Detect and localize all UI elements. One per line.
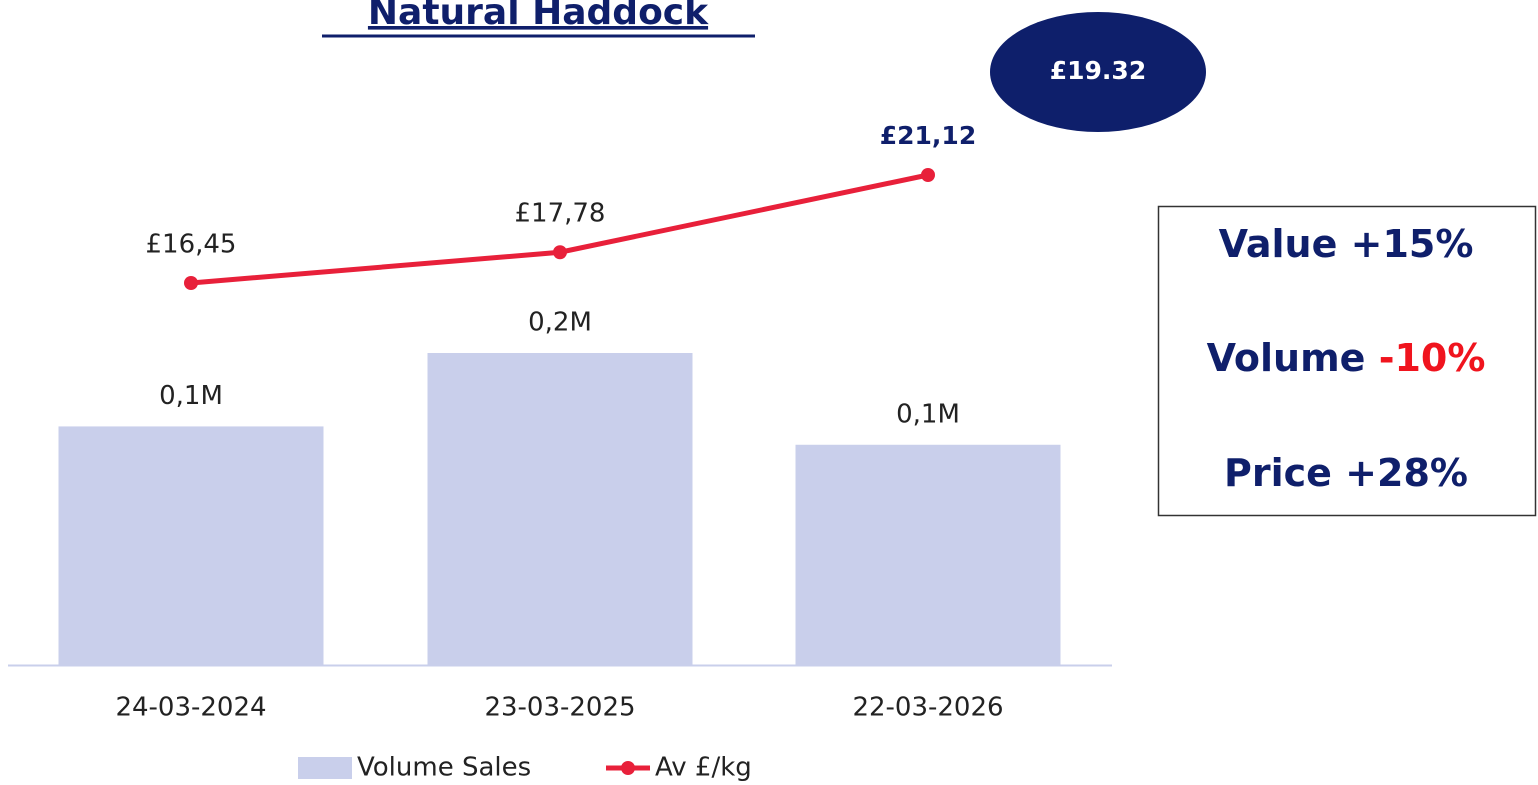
- line-point: [184, 276, 198, 290]
- line: [190, 172, 929, 286]
- kpi-label: Value: [1219, 222, 1338, 266]
- bar-value-label: 0,2M: [528, 308, 592, 338]
- annotation-bubble: [990, 12, 1206, 132]
- legend-label: Volume Sales: [357, 753, 531, 783]
- chart-title: Natural Haddock: [368, 0, 709, 33]
- kpi-label: Price: [1224, 451, 1332, 495]
- bar: [795, 444, 1061, 665]
- legend-swatch: [298, 757, 352, 779]
- line-point: [553, 245, 567, 260]
- kpi: Price +28%: [1224, 451, 1468, 495]
- line-point: [921, 168, 935, 182]
- x-tick-label: 23-03-2025: [484, 693, 635, 723]
- line-value-label: £17,78: [515, 199, 606, 229]
- line-value-label: £16,45: [146, 230, 237, 260]
- bar-value-label: 0,1M: [896, 399, 960, 429]
- kpi: Value +15%: [1219, 222, 1474, 266]
- kpi-label: Volume: [1207, 336, 1366, 380]
- legend-label: Av £/kg: [655, 753, 752, 783]
- x-tick-label: 24-03-2024: [115, 693, 266, 723]
- annotation: £19.32: [1050, 56, 1146, 85]
- bar-value-label: 0,1M: [159, 381, 223, 411]
- bar: [58, 426, 324, 665]
- x-tick-label: 22-03-2026: [852, 693, 1003, 723]
- kpi-change: +28%: [1345, 451, 1468, 495]
- kpi-box: [1157, 205, 1537, 517]
- legend-dot: [621, 761, 635, 775]
- kpi-change: -10%: [1379, 336, 1486, 380]
- bar: [427, 353, 693, 665]
- kpi-change: +15%: [1351, 222, 1474, 266]
- line-value-label: £21,12: [880, 121, 976, 150]
- kpi: Volume -10%: [1207, 336, 1486, 380]
